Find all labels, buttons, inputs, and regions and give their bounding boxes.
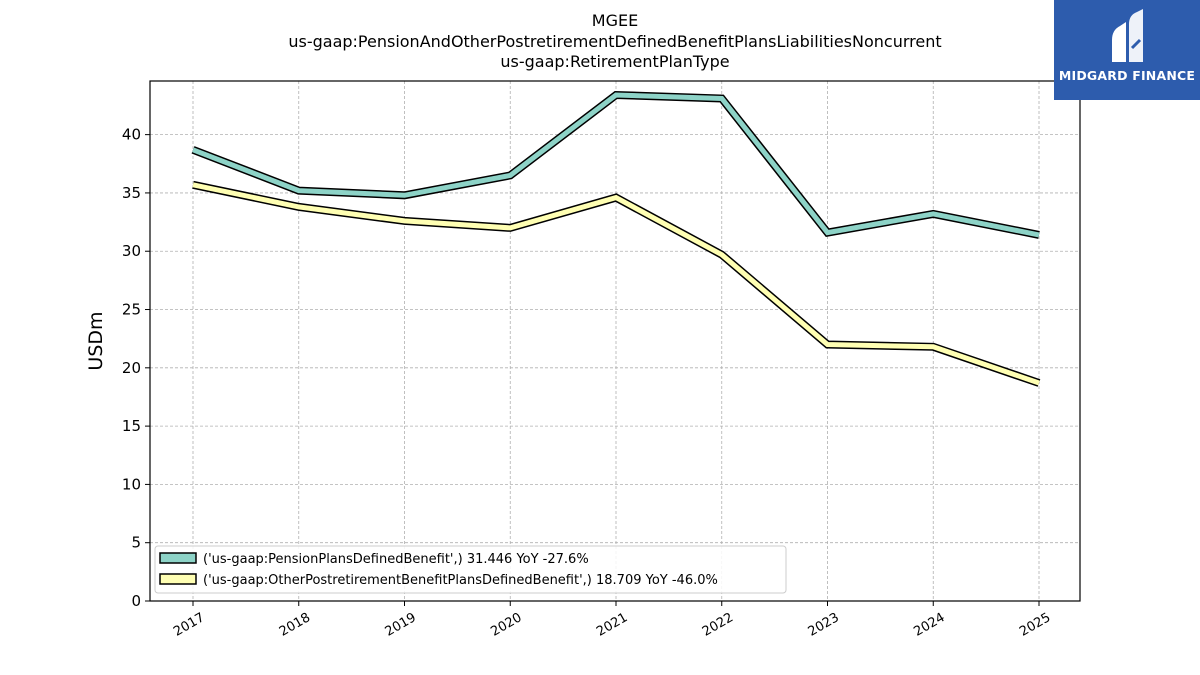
x-tick-label: 2019: [383, 610, 419, 640]
y-tick-label: 35: [122, 184, 141, 202]
legend-box: [154, 545, 787, 594]
y-tick-label: 5: [131, 534, 141, 552]
y-tick-label: 15: [122, 417, 141, 435]
y-axis-label: USDm: [85, 311, 107, 370]
x-tick-label: 2018: [277, 610, 313, 640]
y-tick-label: 30: [122, 242, 141, 260]
x-tick-label: 2025: [1017, 610, 1053, 640]
legend-entry: ('us-gaap:PensionPlansDefinedBenefit',) …: [203, 552, 589, 567]
x-tick-label: 2021: [594, 610, 630, 640]
legend: ('us-gaap:PensionPlansDefinedBenefit',) …: [154, 545, 787, 594]
logo-text: MIDGARD FINANCE: [1058, 68, 1196, 83]
grid-lines: [150, 81, 1080, 602]
y-tick-label: 25: [122, 301, 141, 319]
series-core: [192, 92, 1040, 238]
legend-swatch: [159, 573, 197, 585]
y-tick-label: 40: [122, 126, 141, 144]
legend-entry: ('us-gaap:OtherPostretirementBenefitPlan…: [203, 573, 718, 588]
x-tick-label: 2020: [488, 610, 524, 640]
chart-title-line-2: us-gaap:PensionAndOtherPostretirementDef…: [288, 32, 942, 51]
series-line-2: [192, 180, 1041, 387]
x-tick-label: 2017: [171, 610, 207, 640]
y-tick-label: 0: [131, 592, 141, 610]
y-tick-label: 10: [122, 475, 141, 493]
x-tick-label: 2024: [911, 610, 947, 640]
midgard-finance-logo: MIDGARD FINANCE: [1054, 0, 1200, 100]
x-tick-label: 2023: [806, 610, 842, 640]
legend-swatch: [159, 552, 197, 564]
y-tick-label: 20: [122, 359, 141, 377]
x-tick-label: 2022: [700, 610, 736, 640]
chart-title-line-3: us-gaap:RetirementPlanType: [500, 52, 730, 71]
series-line-1: [191, 90, 1040, 239]
chart-title-line-1: MGEE: [591, 11, 639, 30]
series-core: [192, 182, 1040, 386]
series-lines: [191, 90, 1041, 387]
plot-frame: [149, 80, 1081, 602]
midgard-logo-icon: [1112, 9, 1143, 62]
